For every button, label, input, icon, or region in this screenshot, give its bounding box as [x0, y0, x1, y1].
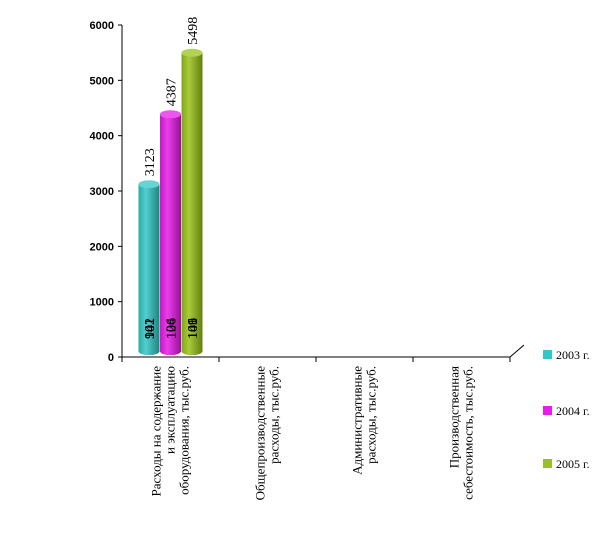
legend-entry: 2004 г. [543, 404, 590, 418]
data-label: 102 [143, 318, 158, 339]
y-tick-label: 4000 [90, 131, 114, 143]
bar-series [138, 48, 203, 355]
legend-label: 2004 г. [556, 404, 590, 418]
legend-entry: 2005 г. [543, 457, 590, 471]
legend-swatch [543, 350, 552, 359]
bar-top [160, 110, 181, 119]
data-label: 94 [143, 325, 158, 339]
y-tick-label: 1000 [90, 297, 114, 309]
legend-entry: 2003 г. [543, 348, 590, 362]
y-tick-label: 5000 [90, 75, 114, 87]
y-tick-label: 6000 [90, 20, 114, 32]
bar [181, 48, 203, 355]
bar [138, 180, 160, 355]
data-label: 106 [186, 318, 201, 339]
category-labels: Расходы на содержание и эксплуатацию обору… [149, 366, 476, 501]
data-label: 126 [165, 318, 180, 339]
data-label: 104 [165, 318, 180, 339]
bar-body [181, 52, 203, 355]
legend-label: 2005 г. [556, 457, 590, 471]
data-label: 109 [186, 318, 201, 339]
y-tick-label: 2000 [90, 241, 114, 253]
legend-label: 2003 г. [556, 348, 590, 362]
y-tick-label: 3000 [90, 186, 114, 198]
data-label: 106 [165, 318, 180, 339]
bar [160, 110, 181, 355]
category-label-line: расходы, тыс.руб. [267, 366, 282, 464]
data-label: 141 [186, 318, 201, 339]
bar-top [138, 180, 160, 189]
legend-swatch [543, 406, 552, 415]
category-label-line: оборудования, тыс.руб. [177, 366, 192, 495]
category-label: Расходы на содержание и эксплуатацию обору… [149, 366, 192, 497]
y-tick-labels: 0 1000 2000 3000 4000 5000 6000 [90, 20, 114, 364]
category-label: Производственная себестоимость, тыс.руб. [447, 366, 476, 500]
category-label: Общепроизводственные расходы, тыс.руб. [253, 366, 282, 501]
data-label: 5498 [186, 17, 201, 45]
legend: 2003 г. 2004 г. 2005 г. [543, 348, 590, 471]
chart-axes [118, 24, 525, 362]
bar-body [160, 114, 181, 355]
data-label: 101 [143, 318, 158, 339]
category-label-line: Производственная [447, 366, 462, 468]
bar-top [181, 48, 203, 57]
y-tick-label: 0 [108, 352, 114, 364]
data-label: 4387 [165, 78, 180, 106]
category-label-line: Административные [350, 366, 365, 475]
category-label-line: расходы, тыс.руб. [364, 366, 379, 464]
floor-depth-line [509, 344, 525, 358]
category-label-line: и эксплуатацию [163, 366, 178, 454]
category-label-line: Общепроизводственные [253, 366, 268, 501]
legend-swatch [543, 459, 552, 468]
bar-body [138, 184, 160, 355]
category-label-line: себестоимость, тыс.руб. [461, 366, 476, 500]
category-label: Административные расходы, тыс.руб. [350, 366, 379, 475]
category-label-line: Расходы на содержание [149, 366, 164, 497]
data-label: 3123 [143, 148, 158, 176]
